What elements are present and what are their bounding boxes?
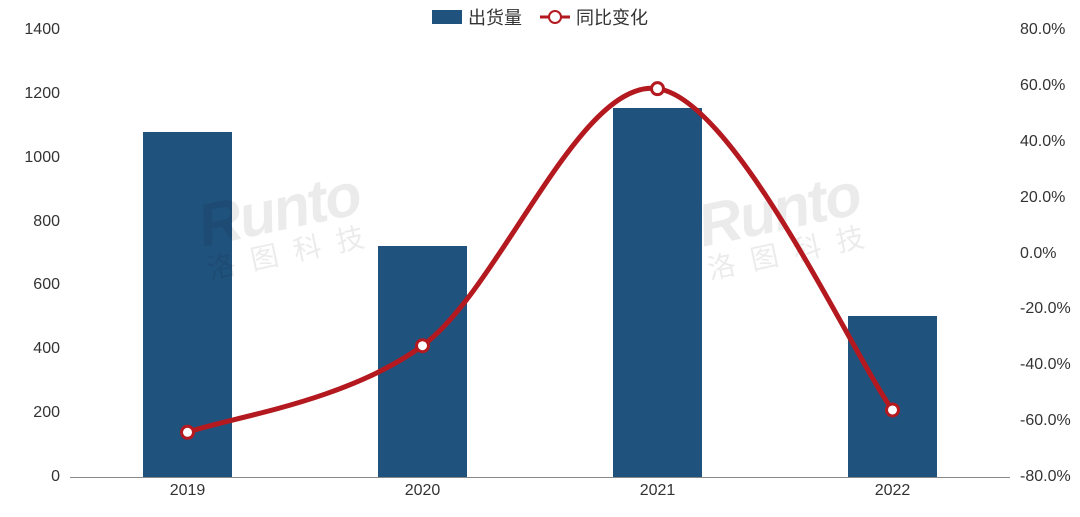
x-category-label: 2020 — [405, 482, 441, 500]
y-right-tick-label: 20.0% — [1020, 189, 1080, 207]
y-right-tick-label: -60.0% — [1020, 412, 1080, 430]
bar — [848, 316, 937, 477]
legend-marker-line — [540, 10, 570, 24]
y-right-tick-label: -80.0% — [1020, 468, 1080, 486]
y-right-tick-label: -40.0% — [1020, 356, 1080, 374]
y-left-tick-label: 1200 — [5, 85, 60, 103]
y-right-tick-label: -20.0% — [1020, 300, 1080, 318]
bar — [143, 132, 232, 477]
legend-item-line: 同比变化 — [540, 4, 648, 30]
y-right-tick-label: 40.0% — [1020, 133, 1080, 151]
y-left-tick-label: 0 — [5, 468, 60, 486]
y-left-tick-label: 1000 — [5, 149, 60, 167]
x-axis-baseline — [70, 477, 1010, 478]
legend-label-line: 同比变化 — [576, 4, 648, 30]
watermark: Runto 洛 图 科 技 — [693, 164, 871, 284]
legend-label-bar: 出货量 — [468, 4, 522, 30]
y-right-tick-label: 80.0% — [1020, 21, 1080, 39]
y-left-tick-label: 800 — [5, 213, 60, 231]
bar — [378, 246, 467, 477]
chart-legend: 出货量 同比变化 — [0, 4, 1080, 30]
x-category-label: 2022 — [875, 482, 911, 500]
watermark-sub: 洛 图 科 技 — [705, 223, 871, 284]
y-right-tick-label: 60.0% — [1020, 77, 1080, 95]
trend-line — [188, 88, 893, 432]
y-right-tick-label: 0.0% — [1020, 245, 1080, 263]
x-category-label: 2019 — [170, 482, 206, 500]
y-left-tick-label: 200 — [5, 404, 60, 422]
x-category-label: 2021 — [640, 482, 676, 500]
y-left-tick-label: 600 — [5, 276, 60, 294]
y-left-tick-label: 400 — [5, 340, 60, 358]
line-marker — [652, 83, 664, 95]
y-left-tick-label: 1400 — [5, 21, 60, 39]
combo-chart: 出货量 同比变化 0 200 400 600 800 1000 1200 1400 -80.0%… — [0, 0, 1080, 517]
legend-item-bar: 出货量 — [432, 4, 522, 30]
watermark-main: Runto — [693, 164, 865, 257]
legend-swatch-bar — [432, 10, 462, 24]
bar — [613, 108, 702, 477]
